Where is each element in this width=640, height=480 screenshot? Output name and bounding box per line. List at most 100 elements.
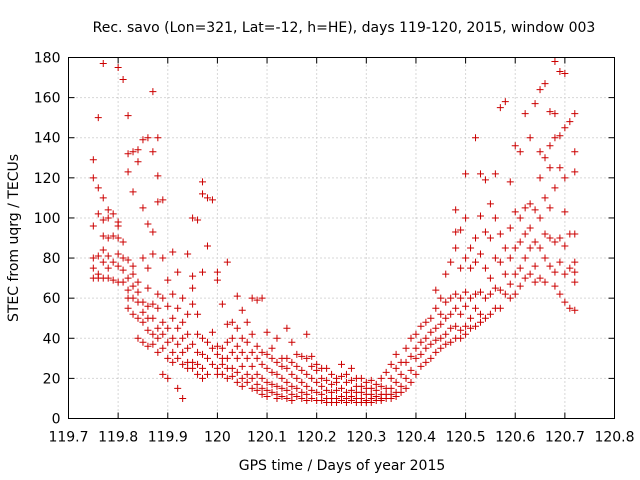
data-point bbox=[437, 334, 445, 342]
data-point bbox=[521, 110, 529, 118]
x-tick-label: 120.5 bbox=[446, 430, 486, 446]
data-point bbox=[169, 314, 177, 322]
data-point bbox=[457, 226, 465, 234]
data-point bbox=[546, 204, 554, 212]
data-point bbox=[516, 264, 524, 272]
data-point bbox=[129, 310, 137, 318]
data-point bbox=[342, 378, 350, 386]
data-point bbox=[119, 76, 127, 84]
data-point bbox=[228, 348, 236, 356]
data-point bbox=[566, 264, 574, 272]
data-point bbox=[303, 354, 311, 362]
data-point bbox=[476, 170, 484, 178]
data-point bbox=[104, 214, 112, 222]
y-tick-label: 20 bbox=[43, 371, 61, 387]
data-point bbox=[94, 252, 102, 260]
data-point bbox=[536, 214, 544, 222]
data-point bbox=[556, 68, 564, 76]
data-point bbox=[268, 368, 276, 376]
data-point bbox=[462, 170, 470, 178]
data-point bbox=[333, 386, 341, 394]
data-point bbox=[561, 124, 569, 132]
data-point bbox=[511, 244, 519, 252]
data-point bbox=[223, 258, 231, 266]
data-point bbox=[412, 344, 420, 352]
data-point bbox=[387, 384, 395, 392]
data-point bbox=[551, 58, 559, 66]
data-point bbox=[541, 230, 549, 238]
data-point bbox=[288, 370, 296, 378]
data-point bbox=[194, 330, 202, 338]
data-point bbox=[501, 290, 509, 298]
data-point bbox=[253, 370, 261, 378]
data-point bbox=[134, 334, 142, 342]
data-point bbox=[506, 224, 514, 232]
data-point bbox=[109, 258, 117, 266]
data-point bbox=[154, 134, 162, 142]
data-point bbox=[154, 198, 162, 206]
data-point bbox=[392, 378, 400, 386]
data-point bbox=[531, 238, 539, 246]
data-point bbox=[144, 134, 152, 142]
data-point bbox=[318, 374, 326, 382]
data-point bbox=[452, 206, 460, 214]
data-point bbox=[516, 238, 524, 246]
data-point bbox=[536, 274, 544, 282]
data-point bbox=[94, 114, 102, 122]
data-point bbox=[566, 118, 574, 126]
data-point bbox=[501, 244, 509, 252]
x-tick-label: 120.4 bbox=[396, 430, 436, 446]
data-point bbox=[203, 194, 211, 202]
data-point bbox=[189, 358, 197, 366]
data-point bbox=[154, 172, 162, 180]
data-point bbox=[521, 274, 529, 282]
data-point bbox=[551, 282, 559, 290]
data-point bbox=[248, 362, 256, 370]
data-point bbox=[164, 302, 172, 310]
data-point bbox=[223, 338, 231, 346]
data-point bbox=[481, 264, 489, 272]
data-point bbox=[139, 338, 147, 346]
data-point bbox=[546, 262, 554, 270]
data-point bbox=[551, 110, 559, 118]
data-point bbox=[457, 264, 465, 272]
data-point bbox=[452, 244, 460, 252]
data-point bbox=[99, 258, 107, 266]
data-point bbox=[293, 374, 301, 382]
data-point bbox=[124, 150, 132, 158]
data-point bbox=[164, 354, 172, 362]
data-point bbox=[516, 282, 524, 290]
data-point bbox=[571, 230, 579, 238]
data-point bbox=[481, 314, 489, 322]
data-point bbox=[551, 268, 559, 276]
data-point bbox=[174, 304, 182, 312]
data-point bbox=[253, 342, 261, 350]
data-point bbox=[154, 324, 162, 332]
data-point bbox=[556, 132, 564, 140]
data-point bbox=[109, 276, 117, 284]
data-point bbox=[288, 382, 296, 390]
data-point bbox=[357, 388, 365, 396]
data-point bbox=[149, 148, 157, 156]
data-point bbox=[422, 344, 430, 352]
data-point bbox=[174, 340, 182, 348]
data-point bbox=[531, 278, 539, 286]
x-axis-label: GPS time / Days of year 2015 bbox=[239, 458, 446, 474]
data-point bbox=[134, 146, 142, 154]
data-point bbox=[496, 230, 504, 238]
data-point bbox=[283, 386, 291, 394]
data-point bbox=[233, 354, 241, 362]
data-point bbox=[248, 330, 256, 338]
data-point bbox=[208, 196, 216, 204]
data-point bbox=[392, 364, 400, 372]
data-point bbox=[541, 278, 549, 286]
data-point bbox=[506, 294, 514, 302]
data-point bbox=[119, 266, 127, 274]
data-point bbox=[184, 330, 192, 338]
data-point bbox=[233, 342, 241, 350]
data-point bbox=[159, 254, 167, 262]
data-point bbox=[278, 392, 286, 400]
data-point bbox=[506, 254, 514, 262]
data-point bbox=[496, 286, 504, 294]
data-point bbox=[521, 204, 529, 212]
